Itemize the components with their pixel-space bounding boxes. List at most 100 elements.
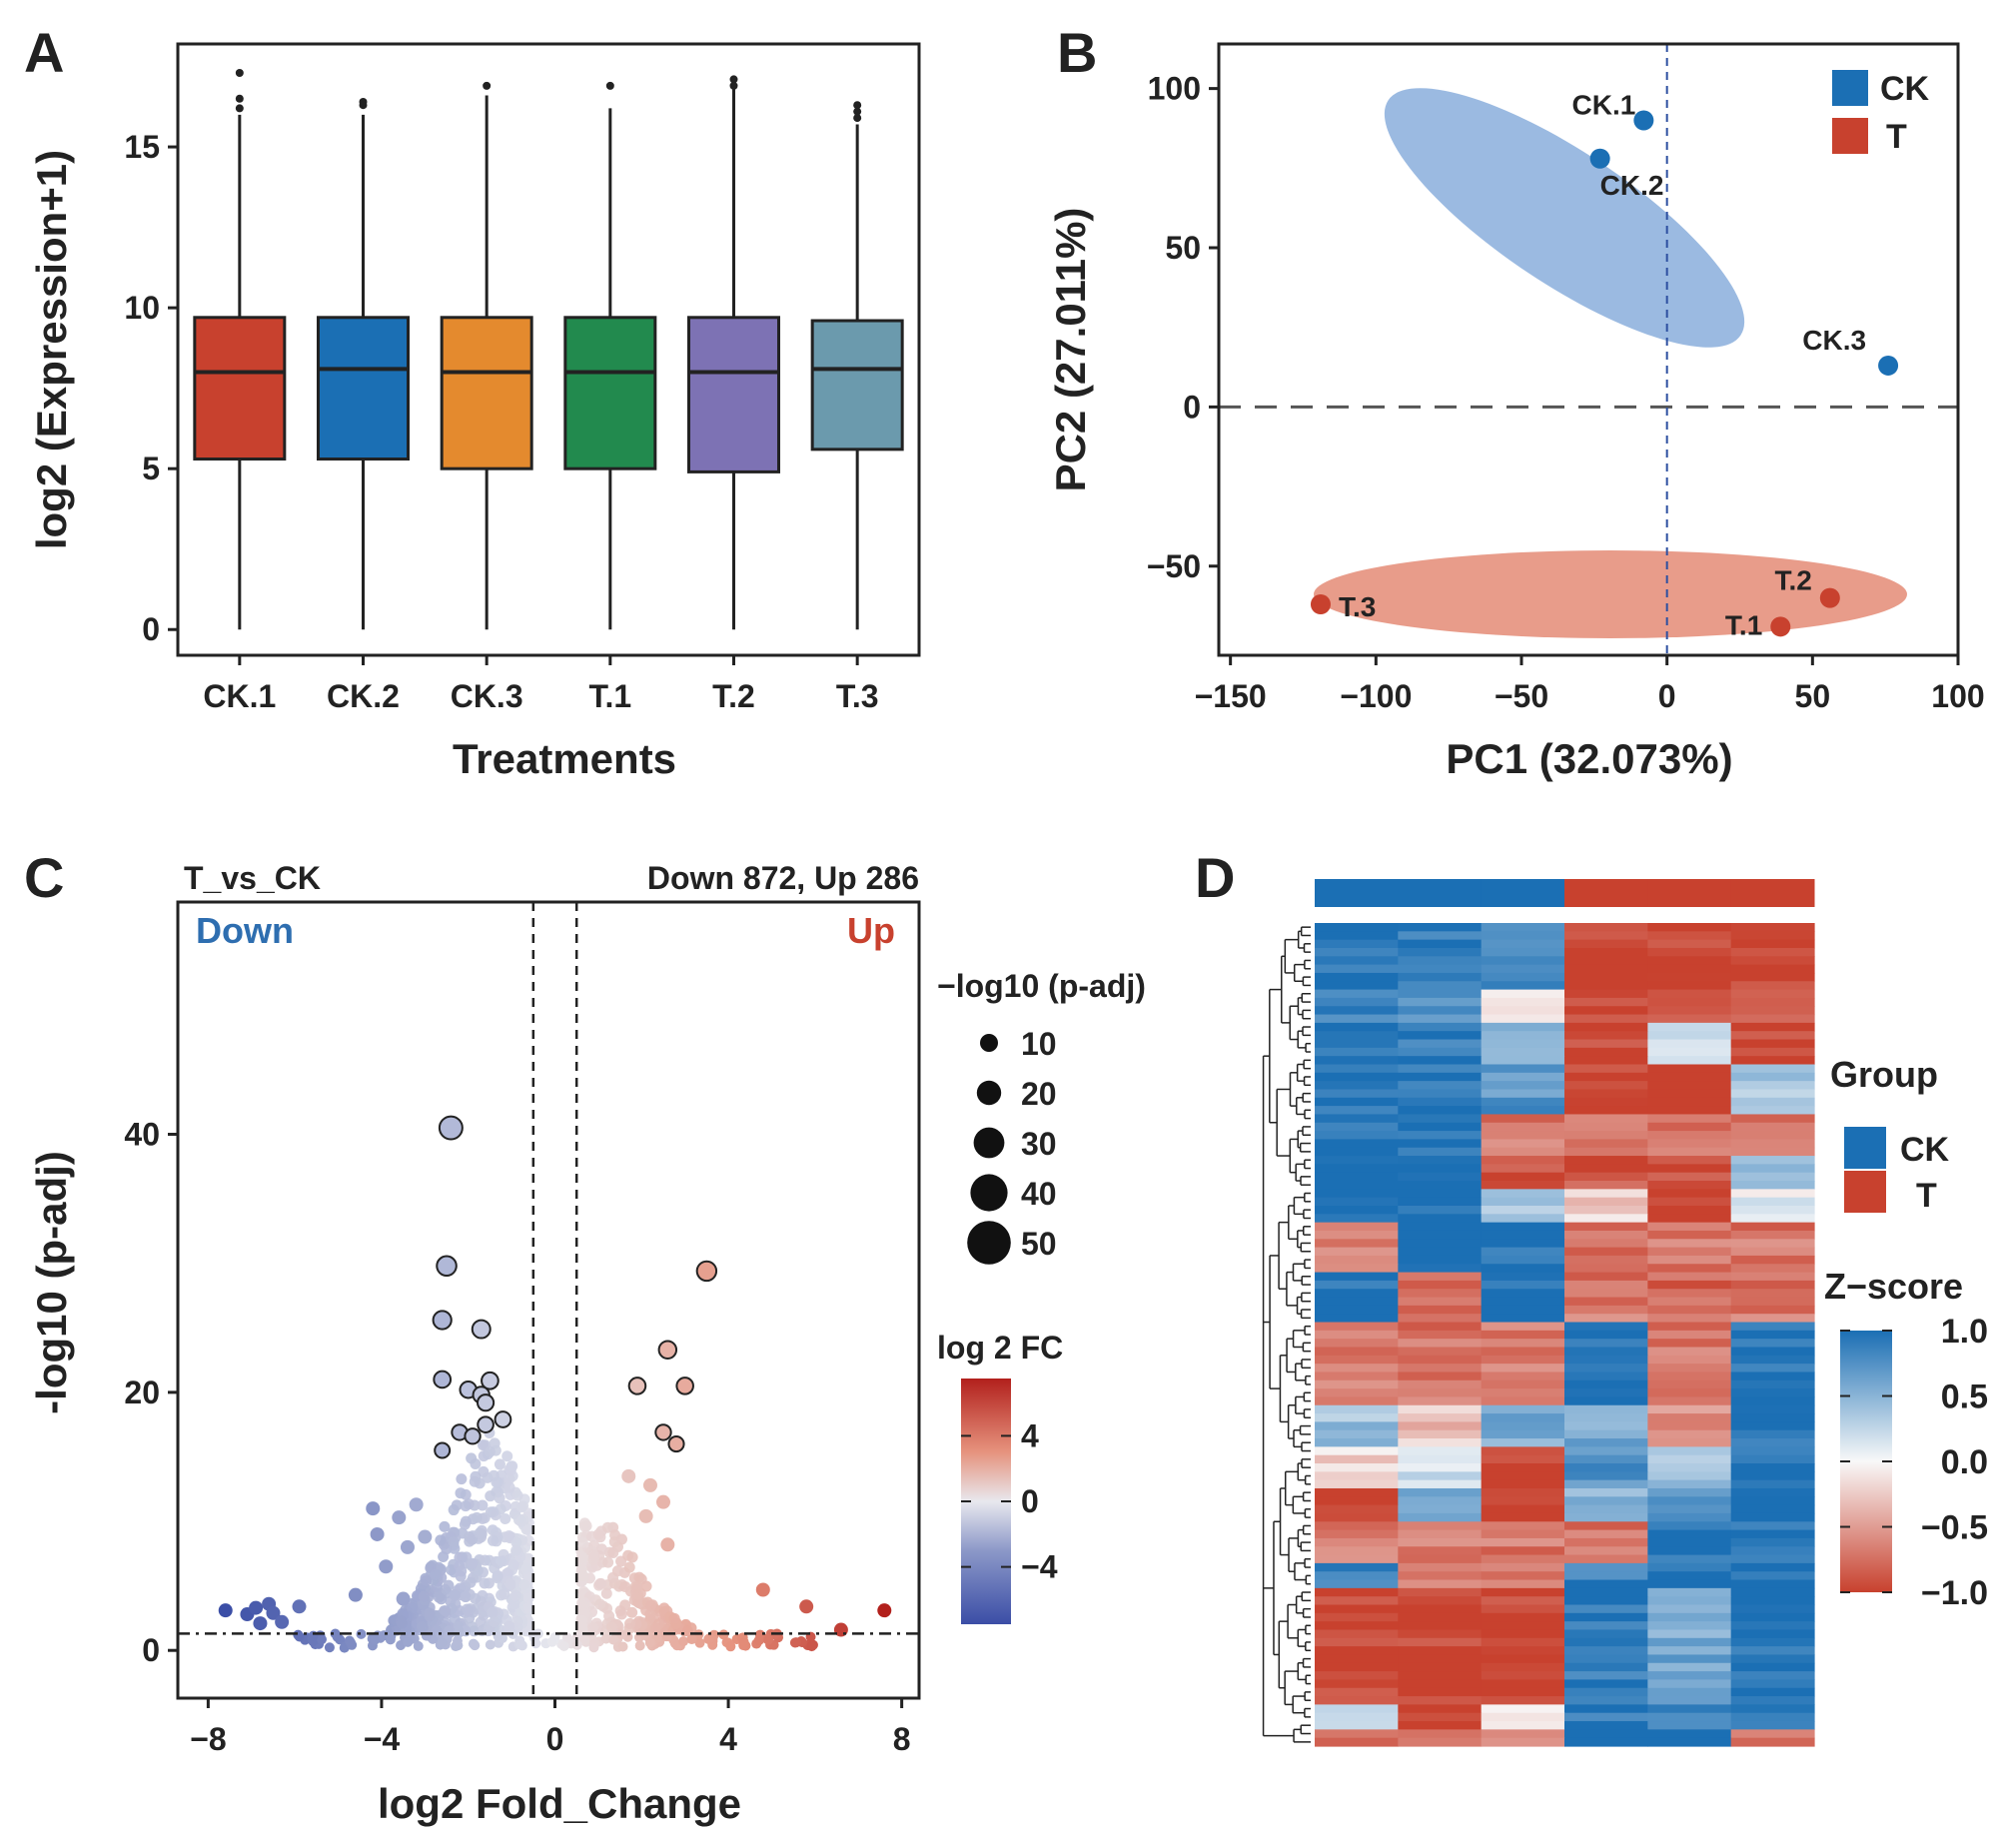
heatmap-cell bbox=[1315, 1355, 1399, 1365]
group-legend-swatch-t bbox=[1844, 1171, 1886, 1213]
heatmap-cell bbox=[1730, 1721, 1815, 1730]
heatmap-cell bbox=[1730, 1579, 1815, 1589]
heatmap-cell bbox=[1481, 1064, 1565, 1074]
volcano-cloud-point bbox=[518, 1579, 530, 1591]
heatmap-cell bbox=[1398, 1072, 1483, 1082]
heatmap-cell bbox=[1647, 1537, 1732, 1547]
heatmap-cell bbox=[1564, 1314, 1648, 1324]
heatmap-cell bbox=[1647, 956, 1732, 966]
heatmap-cell bbox=[1564, 1637, 1648, 1647]
heatmap-cell bbox=[1398, 1289, 1483, 1299]
volcano-cloud-point bbox=[496, 1555, 507, 1567]
heatmap-cell bbox=[1647, 1372, 1732, 1382]
heatmap-cell bbox=[1315, 1579, 1399, 1589]
volcano-cloud-point bbox=[488, 1506, 500, 1518]
x-tick-label: −100 bbox=[1340, 678, 1412, 714]
heatmap-cell bbox=[1564, 1339, 1648, 1349]
heatmap-cell bbox=[1481, 1421, 1565, 1431]
heatmap-cell bbox=[1315, 1297, 1399, 1307]
box-CK.2 bbox=[317, 316, 410, 462]
heatmap-cell bbox=[1315, 1039, 1399, 1049]
heatmap-cell bbox=[1398, 1131, 1483, 1141]
heatmap-cell bbox=[1564, 1205, 1648, 1215]
heatmap-cell bbox=[1564, 1604, 1648, 1614]
heatmap-cell bbox=[1730, 1106, 1815, 1116]
heatmap-cell bbox=[1398, 1164, 1483, 1174]
heatmap-cell bbox=[1564, 1014, 1648, 1024]
heatmap-cell bbox=[1564, 981, 1648, 991]
heatmap-cell bbox=[1647, 1197, 1732, 1207]
heatmap-cell bbox=[1647, 1339, 1732, 1349]
heatmap-cell bbox=[1564, 1222, 1648, 1232]
heatmap-cell bbox=[1398, 1546, 1483, 1556]
heatmap-cell bbox=[1730, 1696, 1815, 1705]
heatmap-cell bbox=[1481, 1629, 1565, 1639]
heatmap-cell bbox=[1315, 1330, 1399, 1340]
volcano-cloud-point bbox=[441, 1543, 453, 1555]
heatmap-cell bbox=[1315, 1131, 1399, 1141]
panel-b-x-axis-label: PC1 (32.073%) bbox=[1446, 735, 1732, 782]
heatmap-cell bbox=[1481, 1463, 1565, 1472]
panel-d: D Group CK T Z−score 1.0 0.5 0.0 −0.5 −1.0 bbox=[1195, 846, 1988, 1747]
heatmap-cell bbox=[1315, 1687, 1399, 1697]
heatmap-cell bbox=[1315, 1454, 1399, 1464]
volcano-baseline-point bbox=[644, 1637, 655, 1648]
volcano-cloud-point bbox=[502, 1529, 514, 1541]
volcano-cloud-point bbox=[508, 1598, 520, 1610]
volcano-baseline-point bbox=[738, 1637, 749, 1648]
heatmap-cell bbox=[1481, 1164, 1565, 1174]
heatmap-cell bbox=[1481, 1197, 1565, 1207]
heatmap-cell bbox=[1730, 1314, 1815, 1324]
volcano-top-gene bbox=[667, 1434, 685, 1453]
heatmap-cell bbox=[1564, 1097, 1648, 1107]
volcano-cloud-point bbox=[460, 1591, 472, 1603]
size-legend-dot bbox=[973, 1127, 1005, 1159]
heatmap-cell bbox=[1398, 1305, 1483, 1315]
heatmap-cell bbox=[1564, 1696, 1648, 1705]
heatmap-cell bbox=[1398, 1671, 1483, 1681]
volcano-cloud-point bbox=[586, 1622, 598, 1634]
volcano-cloud-point bbox=[633, 1571, 645, 1583]
volcano-cloud-point bbox=[644, 1608, 656, 1620]
heatmap-cell bbox=[1315, 1421, 1399, 1431]
zscore-legend-label: −0.5 bbox=[1921, 1509, 1988, 1547]
heatmap-cell bbox=[1398, 1189, 1483, 1199]
heatmap-cell bbox=[1730, 1413, 1815, 1422]
heatmap-cell bbox=[1564, 1172, 1648, 1182]
volcano-cloud-point bbox=[449, 1589, 461, 1601]
heatmap-cell bbox=[1315, 1587, 1399, 1597]
heatmap-cell bbox=[1564, 1546, 1648, 1556]
legend-swatch-ck bbox=[1832, 70, 1868, 106]
heatmap-cell bbox=[1564, 1122, 1648, 1132]
heatmap-cell bbox=[1647, 1047, 1732, 1057]
heatmap-cell bbox=[1398, 1114, 1483, 1124]
heatmap-cell bbox=[1564, 1421, 1648, 1431]
heatmap-cell bbox=[1647, 1297, 1732, 1307]
heatmap-cell bbox=[1315, 1247, 1399, 1257]
box-outlier bbox=[605, 81, 614, 90]
volcano-cloud-point bbox=[624, 1617, 636, 1629]
pca-point-label: CK.3 bbox=[1802, 325, 1866, 356]
heatmap-cell bbox=[1315, 1446, 1399, 1456]
heatmap-cell bbox=[1564, 1562, 1648, 1572]
heatmap-cell bbox=[1564, 1729, 1648, 1739]
heatmap-cell bbox=[1564, 1139, 1648, 1149]
heatmap-cell bbox=[1481, 1047, 1565, 1057]
heatmap-cell bbox=[1647, 1704, 1732, 1714]
heatmap-cell bbox=[1647, 1314, 1732, 1324]
heatmap-cell bbox=[1730, 1479, 1815, 1489]
heatmap-cell bbox=[1398, 1330, 1483, 1340]
panel-b-points: CK.1 CK.2 CK.3 T.1 T.2 T.3 bbox=[1310, 90, 1899, 640]
pca-point-label: CK.1 bbox=[1572, 90, 1636, 121]
volcano-baseline-point bbox=[493, 1630, 503, 1641]
heatmap-cell bbox=[1315, 939, 1399, 949]
volcano-cloud-point bbox=[462, 1603, 474, 1615]
heatmap-cell bbox=[1730, 1081, 1815, 1091]
heatmap-cell bbox=[1481, 1521, 1565, 1531]
pca-point-label: T.2 bbox=[1774, 565, 1811, 596]
heatmap-cell bbox=[1564, 1504, 1648, 1514]
heatmap-cell bbox=[1315, 956, 1399, 966]
heatmap-cell bbox=[1315, 1463, 1399, 1472]
volcano-cloud-point bbox=[681, 1625, 693, 1637]
volcano-point bbox=[348, 1587, 363, 1602]
